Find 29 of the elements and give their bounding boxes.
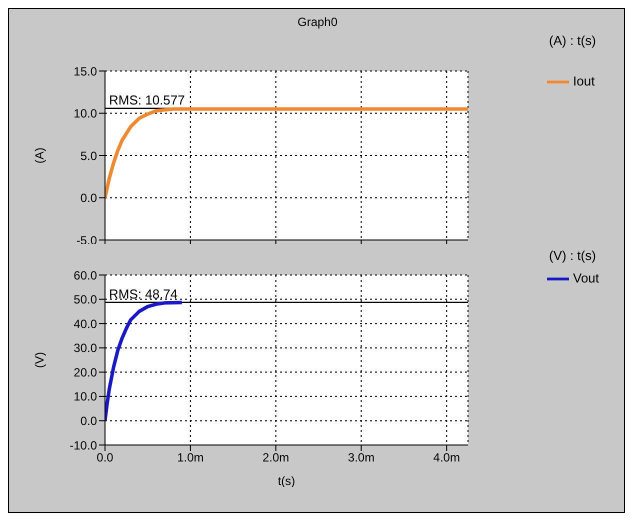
- y-tick-label: -10.0: [70, 438, 98, 452]
- y-tick-label: 0.0: [80, 191, 98, 206]
- ref-line-label: RMS: 48.74: [109, 286, 178, 302]
- y-tick-label: -5.0: [76, 233, 98, 248]
- legend-title: (V) : t(s): [548, 248, 597, 265]
- x-tick-label: 1.0m: [177, 450, 204, 465]
- y-tick-label: 15.0: [74, 64, 98, 78]
- x-tick-label: 0.0: [96, 450, 114, 465]
- y-tick-label: 10.0: [74, 390, 98, 404]
- ref-line-label: RMS: 10.577: [109, 92, 185, 108]
- y-tick-label: 50.0: [74, 292, 98, 307]
- y-tick-label: 60.0: [74, 268, 98, 282]
- chart-title: Graph0: [297, 15, 338, 29]
- y-tick-label: 5.0: [80, 148, 98, 163]
- y-tick-label: 10.0: [74, 106, 98, 121]
- x-tick-label: 3.0m: [348, 450, 375, 465]
- legend-title: (A) : t(s): [548, 33, 597, 50]
- y-tick-label: 30.0: [74, 341, 98, 356]
- line-series: [105, 107, 468, 200]
- y-tick-label: 20.0: [74, 365, 98, 380]
- legend-label: Iout: [573, 73, 595, 88]
- legend-label: Vout: [573, 270, 600, 286]
- line-series: [105, 300, 184, 422]
- y-axis-title: (V): [32, 352, 46, 368]
- y-axis-title: (A): [32, 148, 46, 164]
- x-tick-label: 2.0m: [262, 450, 290, 465]
- y-tick-label: 0.0: [80, 414, 98, 428]
- x-tick-label: 4.0m: [433, 450, 460, 465]
- y-tick-label: 40.0: [74, 316, 98, 331]
